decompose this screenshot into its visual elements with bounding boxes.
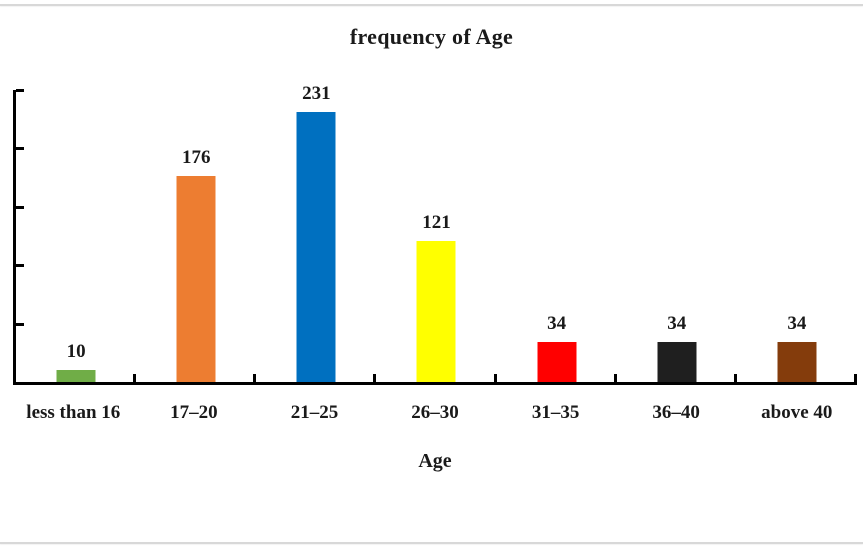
card-bottom-border: [0, 542, 863, 544]
y-tick-100: [16, 264, 24, 268]
plot-area: 10 176 231 121 34 34 34: [13, 83, 857, 385]
bar-value-label: 231: [302, 83, 331, 105]
chart-title: frequency of Age: [349, 24, 514, 49]
x-tick-2: [253, 374, 257, 382]
y-tick-200: [16, 147, 24, 151]
bar-value-label: 34: [787, 313, 807, 335]
bar-slot-0: 10: [16, 90, 136, 382]
bar-above 40: [777, 342, 817, 382]
x-tick-6: [733, 374, 737, 382]
bar-17–20: [176, 176, 216, 382]
bar-value-label: 34: [547, 313, 567, 335]
x-tick-3: [373, 374, 377, 382]
bar-value-label: 10: [66, 341, 86, 363]
x-label-17–20: 17–20: [170, 402, 218, 423]
bar-36–40: [657, 342, 697, 382]
y-tick-50: [16, 322, 24, 326]
bar-slot-5: 34: [617, 90, 737, 382]
x-axis-title: Age: [418, 450, 452, 472]
bar-slot-6: 34: [737, 90, 857, 382]
bar-value-label: 34: [667, 313, 687, 335]
x-label-31–35: 31–35: [531, 402, 580, 423]
bar-26–30: [416, 240, 456, 382]
bar-value-label: 176: [181, 147, 211, 169]
bar-21–25: [296, 112, 336, 382]
x-label-36–40: 36–40: [652, 402, 700, 423]
x-label-above 40: above 40: [761, 402, 833, 423]
x-tick-5: [613, 374, 617, 382]
x-label-21–25: 21–25: [290, 402, 339, 423]
bar-slot-3: 121: [376, 90, 496, 382]
bar-less than 16: [56, 370, 96, 382]
x-tick-1: [133, 374, 137, 382]
bar-31–35: [537, 342, 577, 382]
y-tick-150: [16, 205, 24, 209]
card-top-border: [0, 4, 863, 6]
x-axis-labels: less than 16 17–20 21–25 26–30 31–35 36–40 abo…: [13, 402, 857, 424]
bar-slot-2: 231: [256, 83, 376, 382]
x-tick-4: [493, 374, 497, 382]
x-tick-7: [854, 374, 857, 382]
y-tick-250: [16, 89, 24, 92]
x-label-less than 16: less than 16: [26, 402, 121, 423]
x-label-26–30: 26–30: [411, 402, 459, 423]
bar-value-label: 121: [422, 211, 451, 233]
bar-slot-1: 176: [136, 90, 256, 382]
bar-slot-4: 34: [497, 90, 617, 382]
